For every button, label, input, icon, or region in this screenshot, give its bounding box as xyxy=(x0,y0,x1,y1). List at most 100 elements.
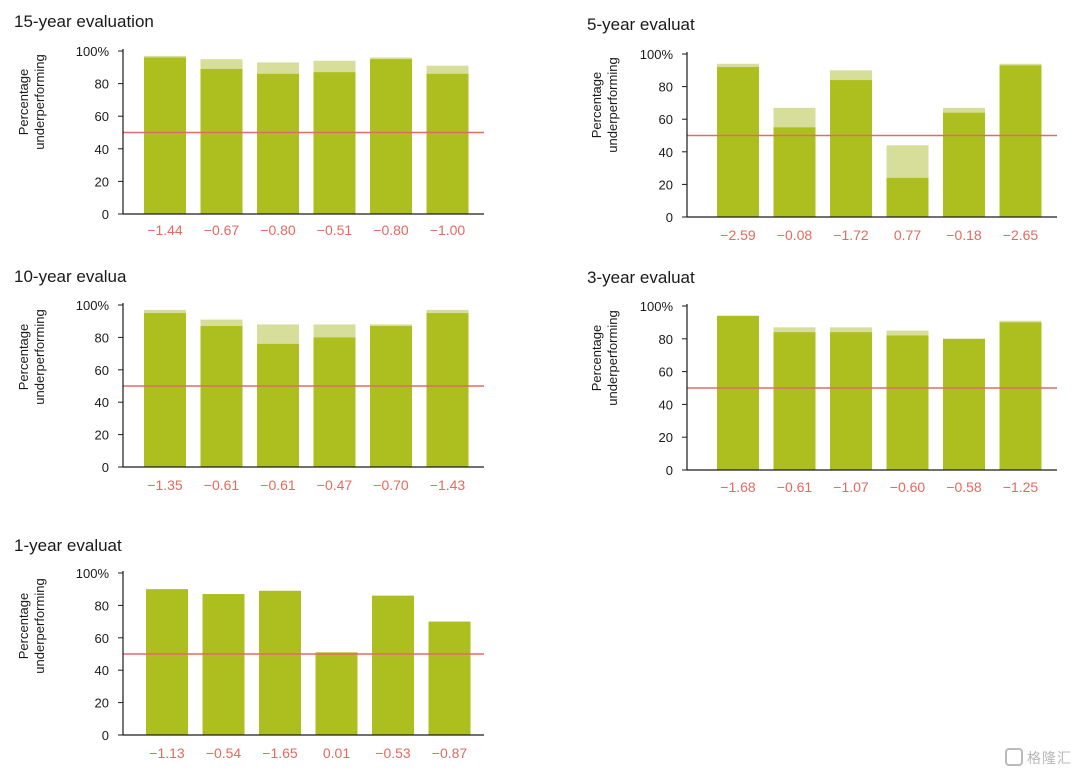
bar xyxy=(370,326,412,467)
category-label: −1.35 xyxy=(147,477,183,493)
bar xyxy=(999,65,1042,217)
y-tick-label: 20 xyxy=(95,428,109,443)
category-label: −0.47 xyxy=(317,477,353,493)
bar xyxy=(426,73,469,214)
chart-title: 5-year evaluat xyxy=(587,15,695,34)
category-label: −2.65 xyxy=(1003,227,1039,243)
category-label: −1.13 xyxy=(149,745,185,761)
bar xyxy=(370,59,412,215)
y-tick-label: 100% xyxy=(76,566,110,581)
category-label: −1.44 xyxy=(147,222,183,238)
category-label: −1.00 xyxy=(430,222,466,238)
category-label: −0.61 xyxy=(260,477,296,493)
category-label: −0.08 xyxy=(777,227,813,243)
chart-title: 3-year evaluat xyxy=(587,268,695,287)
bar xyxy=(717,315,759,470)
bar xyxy=(144,57,186,214)
y-tick-label: 40 xyxy=(95,663,109,678)
y-tick-label: 100% xyxy=(76,44,110,59)
bar xyxy=(257,73,299,214)
chart-title: 1-year evaluat xyxy=(14,536,122,555)
bar xyxy=(372,595,414,735)
chart-title: 15-year evaluation xyxy=(14,12,154,31)
y-tick-label: 80 xyxy=(659,80,673,95)
category-label: −0.53 xyxy=(375,745,411,761)
category-label: −1.68 xyxy=(720,479,756,495)
bar xyxy=(999,322,1042,470)
chart-plot: 0 20 40 60 80 100% −1.35 −0.61 −0.61 −0.47 −0.70 −1… xyxy=(76,298,484,493)
bar xyxy=(773,332,816,470)
category-label: −0.61 xyxy=(204,477,240,493)
chart-panel-10-year: 10-year evalua Percentage underperformin… xyxy=(14,267,514,507)
category-label: −0.70 xyxy=(373,477,409,493)
category-label: 0.77 xyxy=(894,227,921,243)
bar xyxy=(830,332,872,470)
chart-plot: 0 20 40 60 80 100% −1.68 −0.61 −1.07 −0.60 −0.58 −1… xyxy=(640,299,1057,495)
category-label: −0.54 xyxy=(206,745,242,761)
category-label: −1.43 xyxy=(430,477,466,493)
chart-panel-3-year: 3-year evaluat Percentage underperformin… xyxy=(587,268,1067,508)
y-tick-label: 80 xyxy=(95,330,109,345)
bar xyxy=(830,80,872,217)
category-label: −0.60 xyxy=(890,479,926,495)
bar xyxy=(773,127,816,217)
category-label: −0.67 xyxy=(204,222,240,238)
bar xyxy=(886,335,929,470)
y-tick-label: 0 xyxy=(102,728,109,743)
bar xyxy=(313,337,356,467)
G-logo-icon xyxy=(1005,748,1023,766)
y-tick-label: 80 xyxy=(659,332,673,347)
category-label: 0.01 xyxy=(323,745,350,761)
category-label: −0.51 xyxy=(317,222,353,238)
bar xyxy=(202,594,245,735)
chart-plot: 0 20 40 60 80 100% −1.44 −0.67 −0.80 −0.51 −0.80 −1… xyxy=(76,44,484,238)
y-tick-label: 100% xyxy=(640,299,674,314)
bar xyxy=(257,343,299,467)
y-tick-label: 60 xyxy=(95,109,109,124)
category-label: −0.18 xyxy=(946,227,982,243)
chart-panel-5-year: 5-year evaluat Percentage underperformin… xyxy=(587,15,1067,255)
chart-panel-15-year: 15-year evaluation Percentage underperfo… xyxy=(14,12,514,252)
y-tick-label: 40 xyxy=(659,397,673,412)
y-tick-label: 20 xyxy=(95,696,109,711)
watermark-text: 格隆汇 xyxy=(1027,750,1072,766)
y-tick-label: 0 xyxy=(102,207,109,222)
y-tick-label: 40 xyxy=(95,395,109,410)
y-tick-label: 20 xyxy=(659,177,673,192)
y-tick-label: 60 xyxy=(95,631,109,646)
category-label: −0.87 xyxy=(432,745,468,761)
y-tick-label: 20 xyxy=(659,430,673,445)
bar xyxy=(717,67,759,217)
category-label: −0.80 xyxy=(260,222,296,238)
y-tick-label: 60 xyxy=(95,363,109,378)
bar xyxy=(886,177,929,217)
bar xyxy=(144,313,186,467)
bar xyxy=(315,652,358,735)
bar xyxy=(146,589,188,735)
y-tick-label: 20 xyxy=(95,174,109,189)
y-tick-label: 0 xyxy=(666,210,673,225)
y-tick-label: 60 xyxy=(659,112,673,127)
bar xyxy=(200,326,243,467)
category-label: −0.58 xyxy=(946,479,982,495)
chart-title: 10-year evalua xyxy=(14,267,127,286)
category-label: −1.72 xyxy=(833,227,869,243)
bar xyxy=(200,68,243,215)
category-label: −1.07 xyxy=(833,479,869,495)
chart-plot: 0 20 40 60 80 100% −2.59 −0.08 −1.72 0.77 −0.18 −2.… xyxy=(640,47,1057,243)
y-tick-label: 60 xyxy=(659,365,673,380)
y-tick-label: 0 xyxy=(102,460,109,475)
bar xyxy=(426,313,469,467)
bar xyxy=(259,590,301,735)
category-label: −0.61 xyxy=(777,479,813,495)
bar xyxy=(943,112,985,217)
bar xyxy=(313,72,356,214)
y-tick-label: 100% xyxy=(640,47,674,62)
category-label: −1.65 xyxy=(262,745,298,761)
bar xyxy=(428,621,471,735)
bar xyxy=(943,338,985,470)
y-tick-label: 80 xyxy=(95,598,109,613)
y-tick-label: 0 xyxy=(666,463,673,478)
watermark: 格隆汇 xyxy=(1005,748,1072,768)
category-label: −0.80 xyxy=(373,222,409,238)
